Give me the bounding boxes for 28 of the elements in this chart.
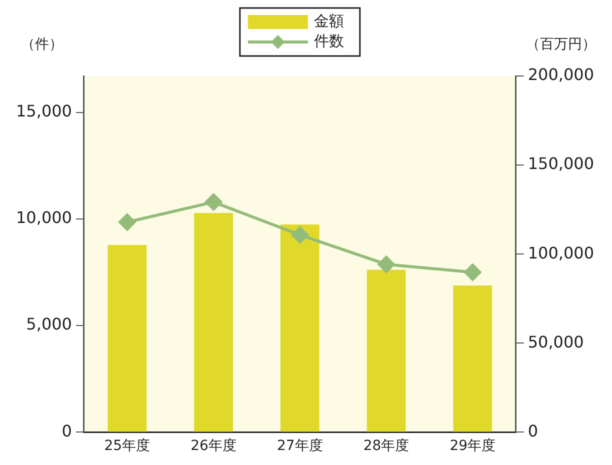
y2-tick-label: 50,000 [528,332,584,352]
legend-label: 件数 [314,32,344,50]
y-tick-label: 5,000 [26,314,72,334]
x-tick-label: 28年度 [363,438,410,454]
bar [453,285,492,432]
y-tick-label: 15,000 [16,101,72,120]
point [205,194,222,211]
bar [280,224,320,432]
legend-label: 金額 [314,12,344,30]
x-tick-label: 25年度 [104,438,150,454]
bar [108,245,147,432]
point [291,226,308,244]
point [118,214,136,231]
point [378,256,395,273]
bar [366,270,406,432]
y2-tick-label: 100,000 [528,243,594,262]
x-tick-label: 26年度 [190,438,236,454]
x-tick-label: 27年度 [276,438,323,454]
y-axis-title: （件） [20,36,63,53]
y-tick-label: 0 [62,421,72,440]
y2-axis-title: （百万円） [526,36,596,53]
y2-tick-label: 0 [528,421,538,440]
bar [194,212,233,432]
point [464,264,482,281]
y2-tick-label: 200,000 [528,65,594,84]
x-tick-label: 29年度 [450,438,496,454]
y2-tick-label: 150,000 [528,154,594,174]
y-tick-label: 10,000 [16,208,72,228]
